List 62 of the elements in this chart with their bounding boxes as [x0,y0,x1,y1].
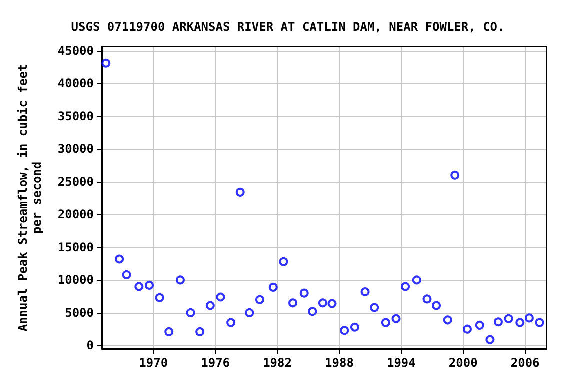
point [164,327,174,336]
point [350,322,360,332]
y-tick-label: 40000 [58,76,94,91]
point [340,326,350,336]
y-tick-label: 35000 [58,109,94,124]
y-axis-title: Annual Peak Streamflow, in cubic feet per second [16,64,44,332]
y-tick-label: 5000 [65,306,94,320]
point [102,58,111,68]
chart-title: USGS 07119700 ARKANSAS RIVER AT CATLIN DAM, NEAR FOWLER, CO. [71,20,505,34]
point [450,170,460,180]
point [486,335,495,344]
y-tick-label: 0 [86,338,94,353]
point [318,298,328,308]
point [308,307,318,316]
point [155,293,164,302]
x-tick-label: 2000 [448,356,478,370]
point [300,288,309,298]
point [370,303,380,312]
point [196,327,205,336]
point [186,308,196,318]
y-tick-label: 30000 [58,142,94,156]
x-tick-label: 1994 [386,356,416,370]
point [226,318,236,328]
point [145,280,154,290]
point [422,294,432,304]
x-tick-label: 1976 [201,356,230,370]
y-tick-label: 15000 [58,240,94,254]
y-tick-label: 25000 [58,174,94,189]
point [463,324,472,334]
point [176,276,185,285]
point [535,318,544,328]
point [401,282,410,292]
point [288,298,298,308]
point [381,318,390,328]
point [216,292,226,302]
x-tick-label: 2006 [510,356,540,370]
y-tick-label: 10000 [58,273,94,288]
y-tick-label: 20000 [58,208,94,222]
point [206,301,215,310]
point [255,295,264,304]
point [236,188,245,197]
point [524,314,534,323]
x-tick-label: 1988 [325,356,354,370]
point [328,299,337,308]
point [245,308,254,318]
point [134,282,144,292]
x-tick-label: 1982 [263,356,292,370]
point [279,257,288,266]
point [122,270,132,280]
y-tick-label: 45000 [58,44,94,58]
point [392,314,401,324]
point [494,318,503,327]
point [475,320,484,330]
point [360,288,370,297]
point [443,316,452,325]
x-tick-label: 1970 [139,356,168,370]
point [432,301,442,310]
point [115,254,124,264]
point [412,276,422,285]
point [504,314,514,324]
point [516,318,525,328]
point [268,282,278,292]
